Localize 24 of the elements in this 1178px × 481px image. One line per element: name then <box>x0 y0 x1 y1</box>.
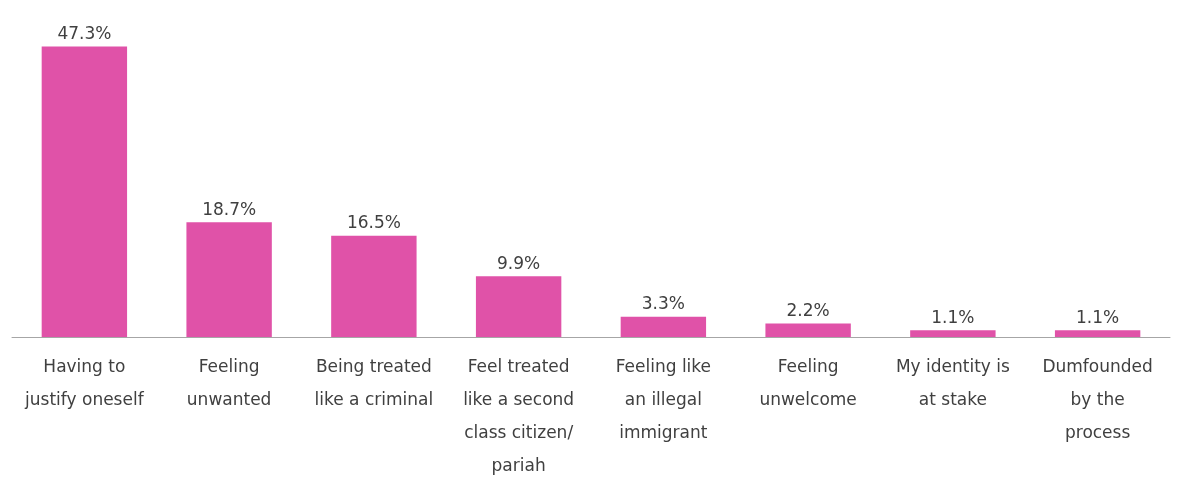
data-label: 47.3% <box>57 23 112 44</box>
x-tick-label: Feeling like an illegal immigrant <box>615 355 712 442</box>
data-label: 16.5% <box>346 212 401 233</box>
data-label: 2.2% <box>786 299 830 320</box>
data-label: 3.3% <box>641 293 685 314</box>
bar <box>765 323 851 337</box>
bar <box>475 276 562 337</box>
data-label: 9.9% <box>497 252 541 273</box>
x-tick-label: Having to justify oneself <box>24 355 145 409</box>
bar <box>331 235 417 337</box>
x-tick-label: Feeling unwanted <box>186 355 272 409</box>
x-tick-label: Being treated like a criminal <box>314 355 434 409</box>
x-tick-label: Feel treated like a second class citizen/ pariah <box>463 355 575 475</box>
data-label: 18.7% <box>202 198 257 219</box>
bar <box>910 330 996 337</box>
bar <box>41 46 128 337</box>
data-label: 1.1% <box>931 306 975 327</box>
x-tick-label: My identity is at stake <box>895 355 1010 409</box>
x-tick-label: Feeling unwelcome <box>759 355 857 409</box>
data-label: 1.1% <box>1076 306 1120 327</box>
bar <box>620 316 707 337</box>
x-tick-label: Dumfounded by the process <box>1042 355 1153 442</box>
bar <box>186 222 272 337</box>
bar <box>1054 330 1141 337</box>
